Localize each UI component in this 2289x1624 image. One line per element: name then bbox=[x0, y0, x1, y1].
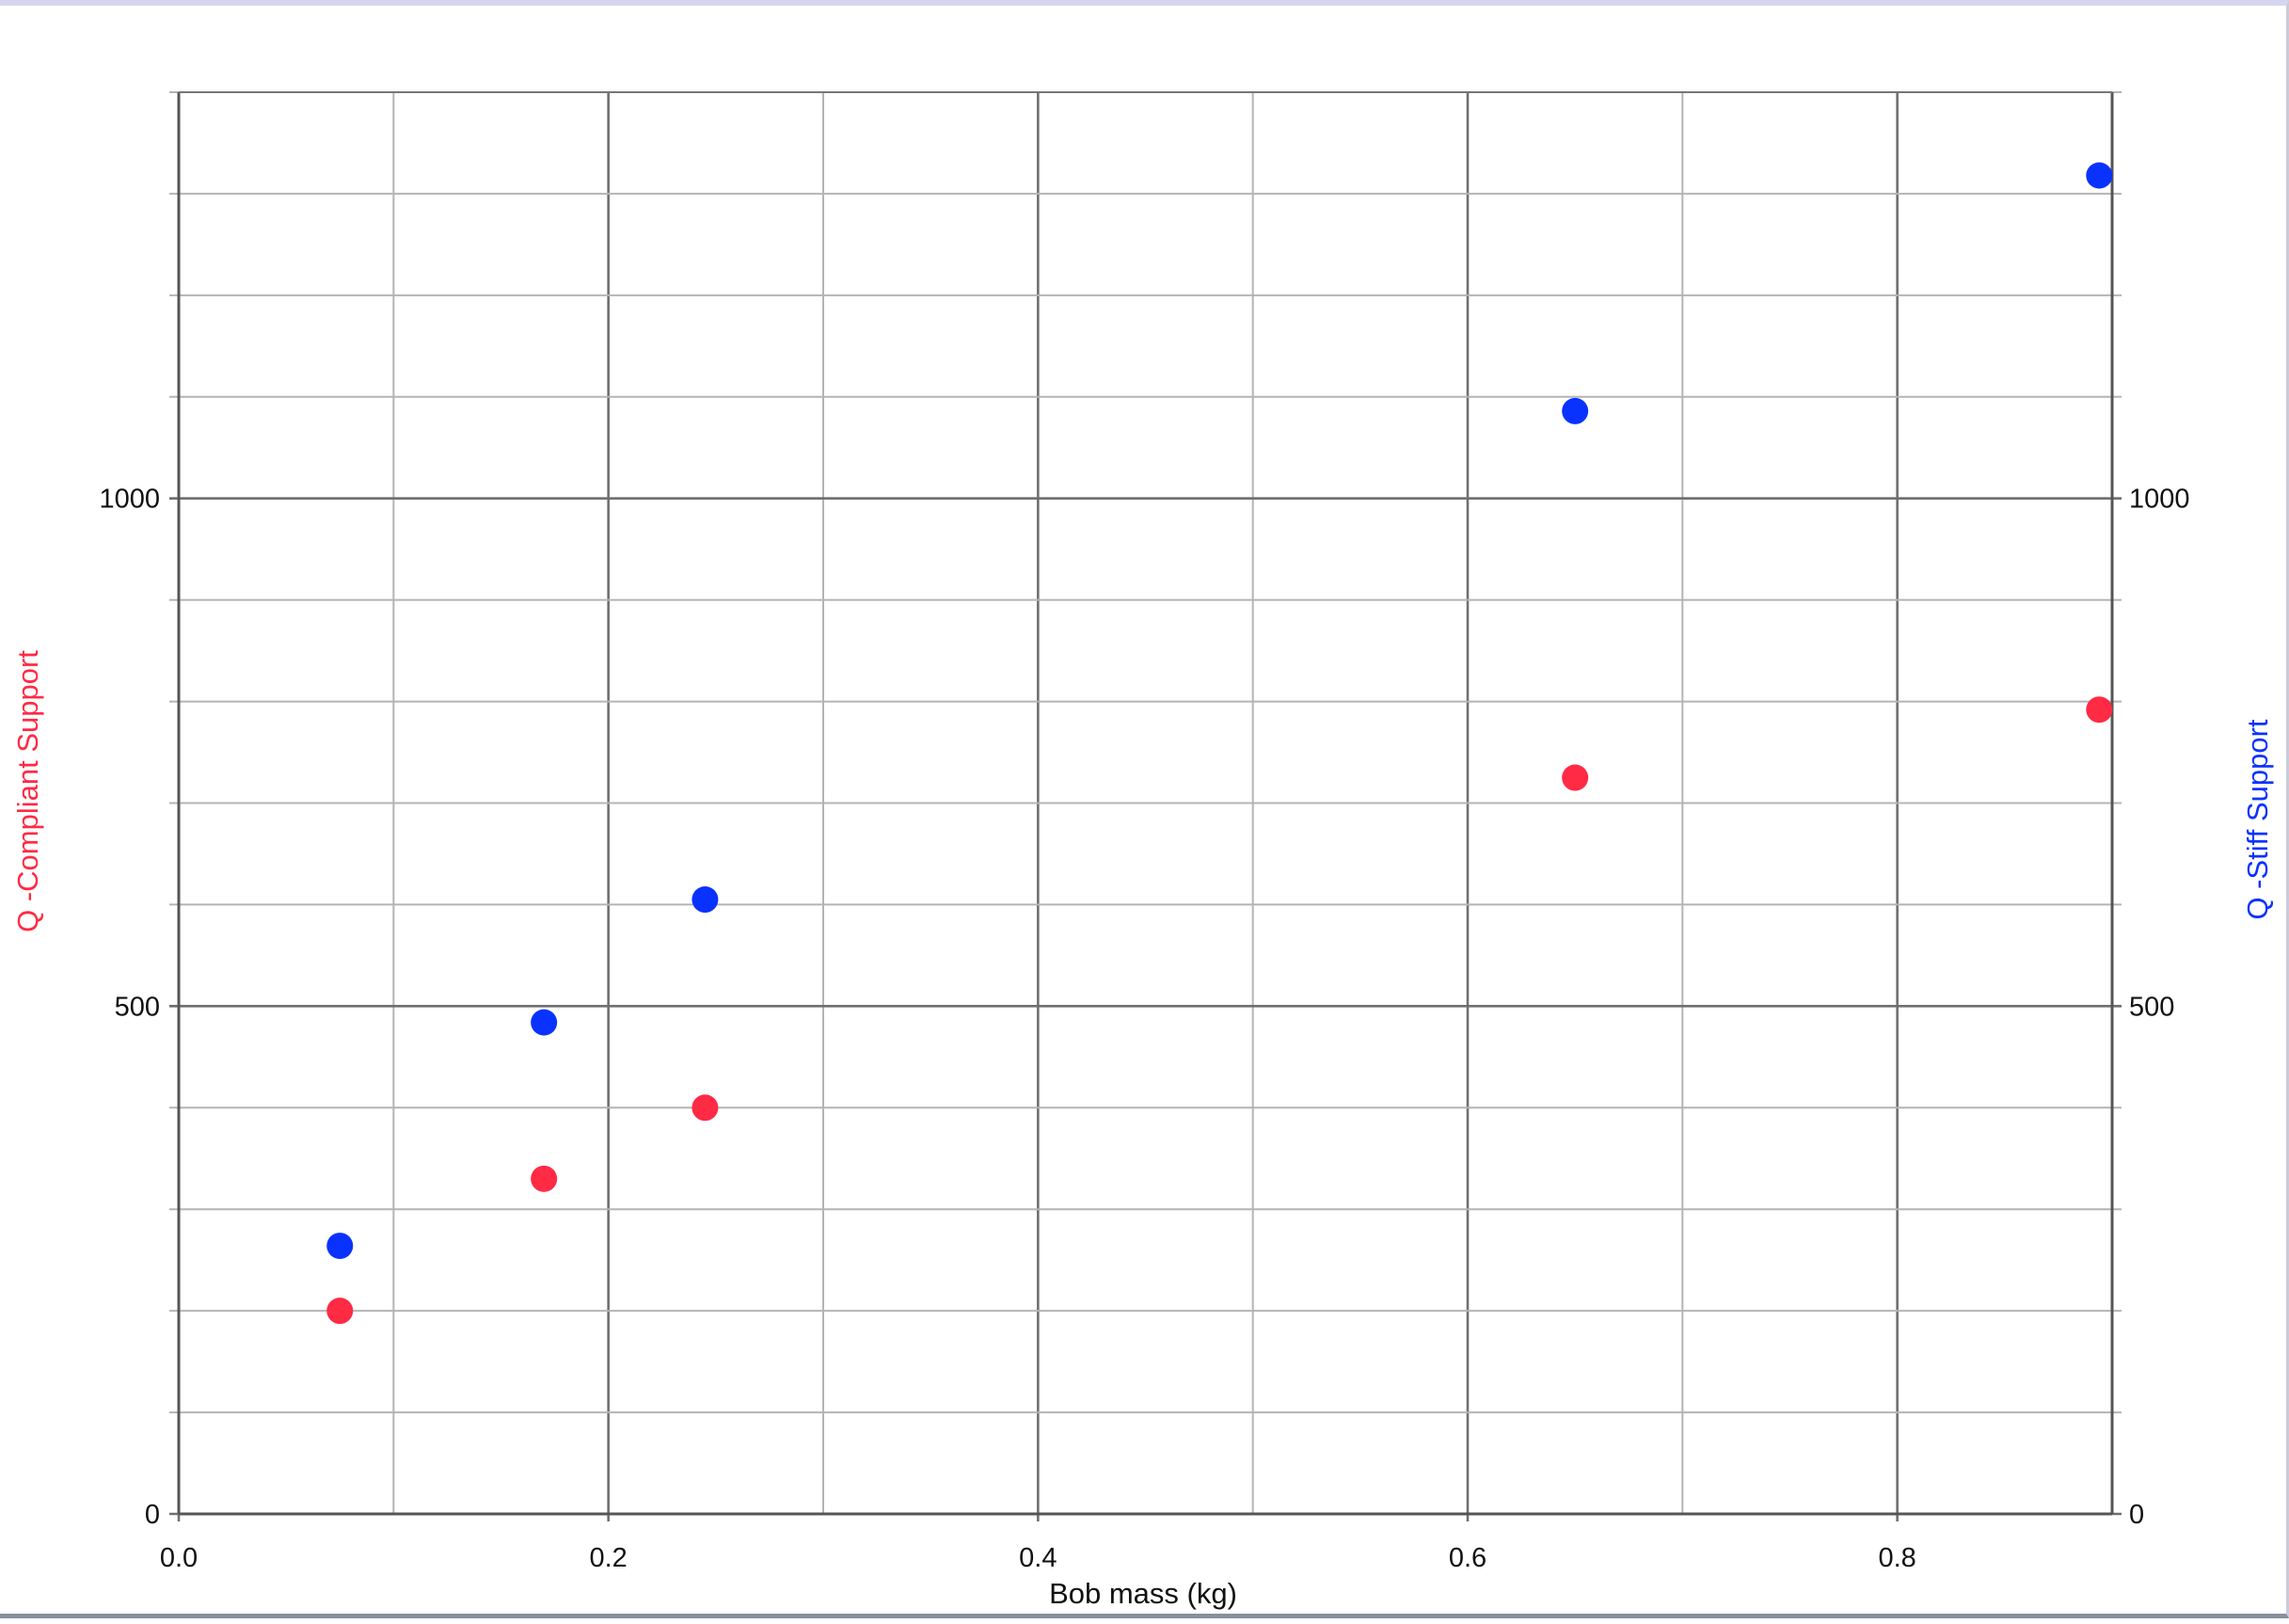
x-axis-title: Bob mass (kg) bbox=[1049, 1577, 1237, 1610]
tick-labels: 0.0 0.2 0.4 0.6 0.8 0 0 500 500 1000 1000 bbox=[99, 485, 2189, 1573]
stiff-support-point bbox=[1562, 397, 1589, 424]
left-y-tick-label: 0 bbox=[145, 1500, 160, 1530]
x-tick-label: 0.4 bbox=[1019, 1543, 1057, 1573]
stiff-support-point bbox=[2086, 162, 2113, 189]
x-tick-label: 0.2 bbox=[590, 1543, 628, 1573]
stiff-support-point bbox=[326, 1233, 354, 1260]
axis-titles: Bob mass (kg) Q -Compliant Support Q -St… bbox=[11, 650, 2274, 1610]
right-y-tick-label: 0 bbox=[2129, 1500, 2144, 1530]
x-tick-label: 0.6 bbox=[1449, 1543, 1486, 1573]
stiff-support-point bbox=[531, 1009, 558, 1036]
stiff-support-point bbox=[691, 886, 719, 914]
compliant-support-point bbox=[691, 1094, 719, 1122]
axes bbox=[177, 91, 2114, 1516]
left-y-tick-label: 500 bbox=[115, 992, 160, 1022]
compliant-support-point bbox=[326, 1298, 354, 1325]
scatter-chart: 0.0 0.2 0.4 0.6 0.8 0 0 500 500 1000 1000 Bob mass… bbox=[11, 91, 2274, 1610]
x-tick-label: 0.8 bbox=[1879, 1543, 1916, 1573]
data-points bbox=[326, 162, 2113, 1325]
left-y-tick-label: 1000 bbox=[99, 485, 160, 515]
x-tick-label: 0.0 bbox=[160, 1543, 198, 1573]
compliant-support-point bbox=[1562, 764, 1589, 791]
right-y-tick-label: 1000 bbox=[2129, 485, 2190, 515]
right-y-axis-title: Q -Stiff Support bbox=[2241, 719, 2274, 919]
left-y-axis-title: Q -Compliant Support bbox=[11, 650, 44, 932]
compliant-support-point bbox=[531, 1165, 558, 1192]
compliant-support-point bbox=[2086, 696, 2113, 724]
right-y-tick-label: 500 bbox=[2129, 992, 2174, 1022]
grid bbox=[169, 91, 2122, 1521]
